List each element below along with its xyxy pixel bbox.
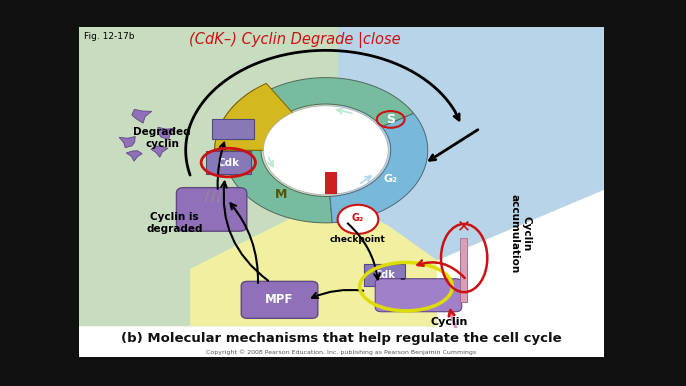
Polygon shape (190, 203, 437, 326)
Text: (b) Molecular mechanisms that help regulate the cell cycle: (b) Molecular mechanisms that help regul… (121, 332, 562, 345)
Bar (460, 251, 467, 302)
FancyBboxPatch shape (364, 264, 405, 286)
FancyBboxPatch shape (241, 281, 318, 318)
Text: S: S (386, 113, 395, 126)
Bar (460, 265, 467, 302)
FancyBboxPatch shape (375, 279, 462, 312)
FancyBboxPatch shape (212, 119, 255, 139)
Text: ✕: ✕ (457, 217, 471, 235)
FancyBboxPatch shape (176, 188, 247, 231)
Text: Cyclin
accumulation: Cyclin accumulation (510, 194, 531, 273)
Text: Cdk: Cdk (374, 270, 395, 280)
Text: G₁: G₁ (237, 120, 252, 132)
Text: Cyclin: Cyclin (431, 317, 468, 327)
Polygon shape (119, 137, 135, 148)
Text: Copyright © 2008 Pearson Education, Inc. publishing as Pearson Benjamin Cummings: Copyright © 2008 Pearson Education, Inc.… (206, 349, 476, 355)
FancyBboxPatch shape (206, 151, 250, 174)
Text: checkpoint: checkpoint (330, 235, 386, 244)
Polygon shape (215, 89, 285, 150)
Text: M: M (275, 188, 287, 201)
Text: Cdk: Cdk (217, 157, 239, 168)
Text: Cyclin is
degraded: Cyclin is degraded (146, 212, 203, 234)
Polygon shape (151, 146, 168, 157)
Polygon shape (215, 83, 294, 150)
Polygon shape (79, 27, 604, 326)
Bar (79, 328, 604, 359)
Bar (460, 278, 467, 302)
Polygon shape (132, 109, 152, 123)
Text: Degraded
cyclin: Degraded cyclin (133, 127, 191, 149)
Polygon shape (261, 78, 414, 127)
Polygon shape (126, 151, 142, 161)
Polygon shape (224, 94, 332, 223)
Circle shape (338, 205, 378, 234)
Polygon shape (338, 27, 604, 260)
Text: MPF: MPF (265, 293, 294, 306)
Text: G₂: G₂ (383, 174, 398, 184)
Text: Fig. 12-17b: Fig. 12-17b (84, 32, 134, 41)
Polygon shape (158, 127, 176, 139)
Bar (460, 238, 467, 302)
Circle shape (263, 106, 388, 195)
Text: (CdK–) Cyclin Degrade |close: (CdK–) Cyclin Degrade |close (189, 32, 401, 48)
Text: G₂: G₂ (352, 213, 364, 223)
Text: =: = (399, 276, 405, 282)
Polygon shape (330, 113, 427, 223)
Bar (324, 172, 337, 194)
